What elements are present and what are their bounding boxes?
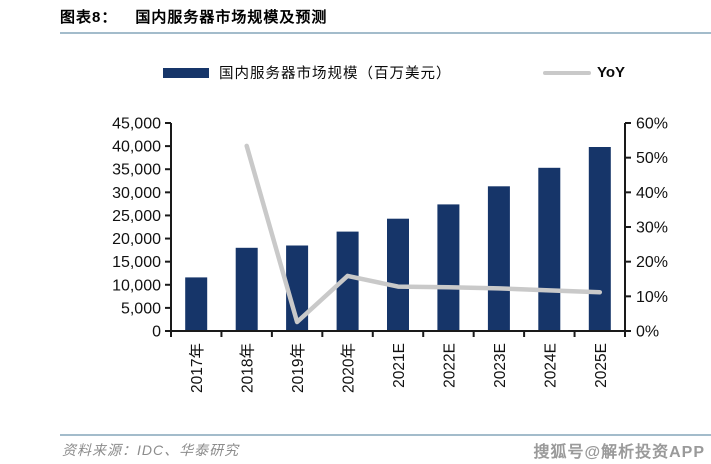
bar-2025E [588, 147, 611, 331]
figure-header: 图表8： 国内服务器市场规模及预测 [60, 6, 711, 34]
bar-2020年 [336, 231, 359, 331]
line-series-label: YoY [596, 64, 625, 81]
line-series-swatch [542, 70, 591, 75]
right-axis-tick-label: 10% [636, 289, 668, 306]
right-axis-tick-label: 60% [636, 116, 668, 133]
x-axis-label: 2025E [593, 343, 610, 388]
source-note: 资料来源：IDC、华泰研究 [62, 442, 240, 458]
chart-legend: 国内服务器市场规模（百万美元） YoY [163, 62, 625, 83]
x-axis-label: 2021E [391, 343, 408, 388]
footer-rule [60, 434, 711, 436]
left-axis-tick-label: 10,000 [112, 277, 161, 294]
bar-2017年 [185, 277, 208, 331]
right-axis-tick-label: 20% [636, 254, 668, 271]
bar-2022E [437, 204, 460, 331]
bar-2023E [487, 186, 510, 331]
left-axis-tick-label: 5,000 [121, 300, 161, 317]
x-axis-label: 2022E [441, 343, 458, 388]
left-axis-tick-label: 45,000 [112, 116, 161, 133]
left-axis-tick-label: 25,000 [112, 208, 161, 225]
bar-2018年 [235, 247, 258, 331]
x-axis-label: 2019年 [289, 343, 307, 393]
legend-item-line-series: YoY [542, 64, 625, 81]
right-axis-tick-label: 30% [636, 220, 668, 237]
left-axis-tick-label: 35,000 [112, 162, 161, 179]
bar-series-swatch [163, 67, 209, 78]
right-axis-tick-label: 40% [636, 185, 668, 202]
left-axis-tick-label: 30,000 [112, 185, 161, 202]
figure-title: 国内服务器市场规模及预测 [135, 9, 328, 26]
x-axis-label: 2024E [542, 343, 559, 388]
left-axis-tick-label: 0 [152, 324, 161, 341]
x-axis-label: 2023E [492, 343, 509, 388]
x-axis-label: 2017年 [188, 343, 206, 393]
legend-item-bar-series: 国内服务器市场规模（百万美元） [163, 62, 452, 83]
yoy-line [244, 143, 603, 325]
x-axis-label: 2020年 [340, 343, 358, 393]
bar-2021E [387, 218, 409, 331]
bar-series-label: 国内服务器市场规模（百万美元） [219, 66, 452, 82]
left-axis-tick-label: 20,000 [112, 231, 161, 248]
figure-number-label: 图表8： [60, 9, 118, 26]
left-axis-tick-label: 15,000 [112, 254, 161, 271]
left-axis-tick-label: 40,000 [112, 139, 161, 156]
x-axis-label: 2018年 [239, 343, 257, 393]
right-axis-tick-label: 0% [636, 324, 659, 341]
bar-2024E [538, 167, 561, 331]
right-axis-tick-label: 50% [636, 150, 668, 167]
watermark: 搜狐号@解析投资APP [533, 444, 705, 461]
